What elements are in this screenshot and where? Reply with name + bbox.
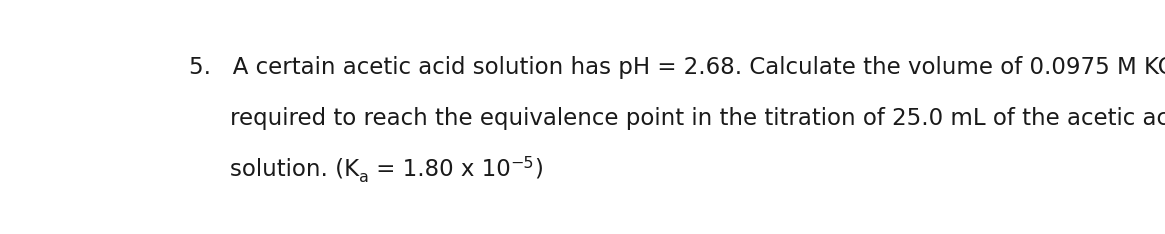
Text: = 1.80 x 10: = 1.80 x 10 xyxy=(368,158,510,181)
Text: a: a xyxy=(359,170,368,185)
Text: 5.   A certain acetic acid solution has pH = 2.68. Calculate the volume of 0.097: 5. A certain acetic acid solution has pH… xyxy=(189,56,1165,79)
Text: solution. (K: solution. (K xyxy=(230,158,359,181)
Text: required to reach the equivalence point in the titration of 25.0 mL of the aceti: required to reach the equivalence point … xyxy=(230,107,1165,130)
Text: ): ) xyxy=(534,158,543,181)
Text: −5: −5 xyxy=(510,156,534,171)
